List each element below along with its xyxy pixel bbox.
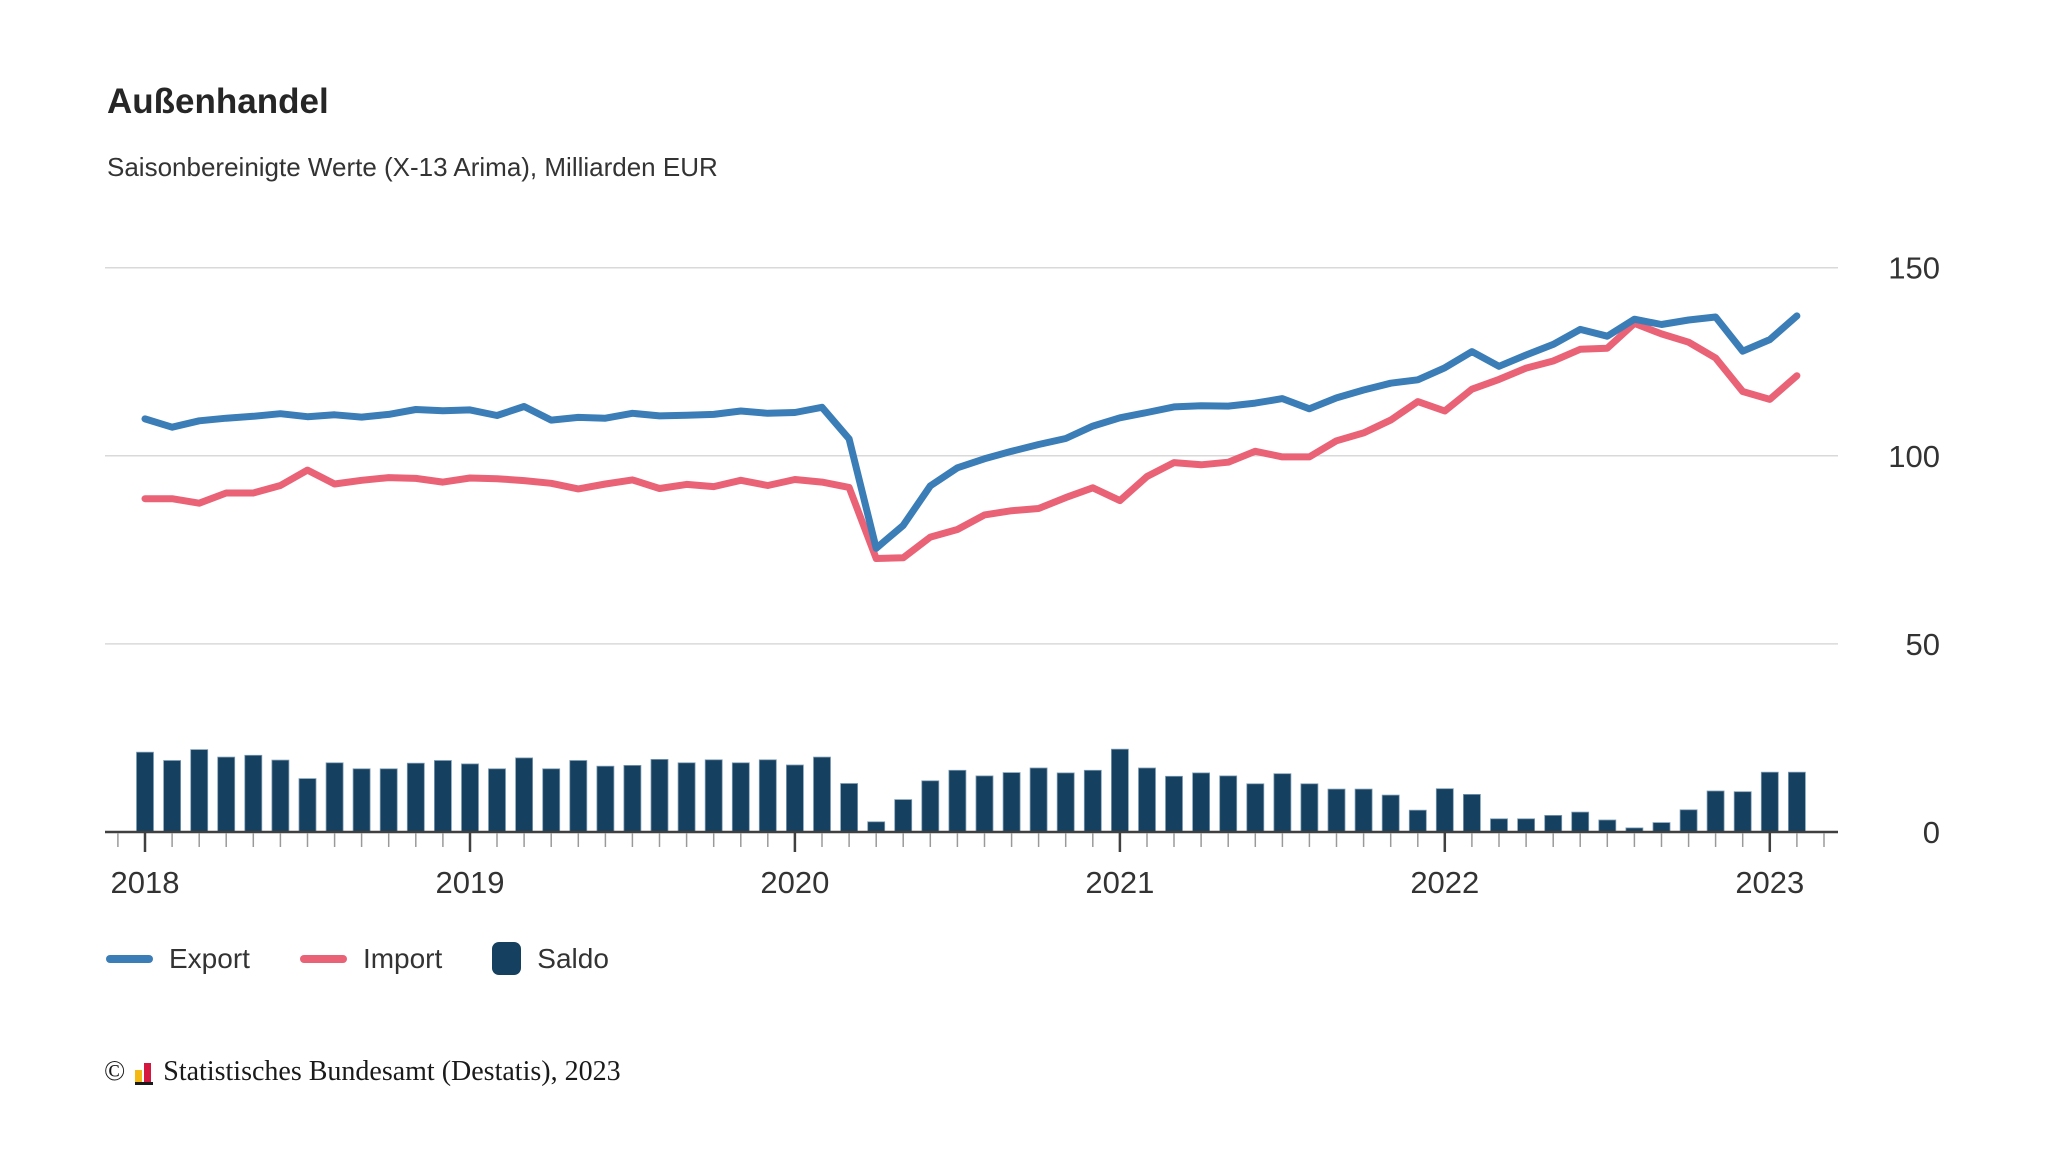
year-label-2020: 2020 bbox=[760, 865, 829, 900]
saldo-bar bbox=[948, 769, 967, 833]
import-line-swatch bbox=[299, 954, 347, 963]
saldo-bar bbox=[163, 760, 182, 833]
saldo-bar bbox=[704, 759, 723, 833]
saldo-bar bbox=[1219, 775, 1238, 833]
legend-label-saldo: Saldo bbox=[537, 942, 609, 974]
export-line bbox=[141, 312, 1801, 552]
saldo-bar bbox=[894, 799, 913, 833]
saldo-bar bbox=[1246, 783, 1265, 833]
saldo-bar bbox=[352, 768, 371, 833]
saldo-bar bbox=[433, 760, 452, 833]
saldo-bar bbox=[731, 762, 750, 833]
saldo-bar bbox=[1056, 772, 1075, 833]
saldo-bar bbox=[975, 775, 994, 833]
saldo-bar bbox=[271, 759, 290, 833]
saldo-bar bbox=[542, 768, 561, 833]
y-tick-label-50: 50 bbox=[1906, 627, 1940, 662]
saldo-bar bbox=[298, 778, 317, 833]
legend-label-import: Import bbox=[362, 942, 443, 974]
saldo-bar bbox=[1598, 819, 1617, 833]
saldo-bar bbox=[596, 765, 615, 833]
saldo-bar bbox=[813, 756, 831, 833]
saldo-bar bbox=[921, 780, 940, 833]
year-label-2019: 2019 bbox=[436, 865, 505, 900]
saldo-bar bbox=[1002, 772, 1021, 833]
saldo-bar bbox=[1490, 818, 1508, 833]
saldo-bar bbox=[1381, 794, 1400, 833]
saldo-bar bbox=[1679, 809, 1698, 833]
saldo-bar bbox=[1408, 809, 1427, 833]
saldo-bar bbox=[786, 764, 804, 833]
copyright-symbol: © bbox=[104, 1056, 126, 1087]
legend-label-export: Export bbox=[169, 942, 250, 974]
saldo-bar bbox=[488, 768, 506, 833]
saldo-bar bbox=[569, 760, 588, 833]
y-tick-label-100: 100 bbox=[1888, 439, 1940, 474]
saldo-bar bbox=[244, 754, 263, 833]
saldo-bar bbox=[840, 783, 858, 833]
saldo-bar bbox=[1733, 791, 1752, 833]
saldo-bar bbox=[1463, 794, 1481, 833]
import-line bbox=[141, 319, 1801, 562]
saldo-bar-swatch bbox=[492, 942, 522, 975]
saldo-bar bbox=[1327, 788, 1346, 833]
chart-legend: Export Import Saldo bbox=[106, 942, 659, 975]
saldo-bar bbox=[217, 756, 236, 833]
saldo-bar bbox=[867, 821, 886, 833]
export-line-swatch bbox=[106, 954, 153, 963]
year-label-2018: 2018 bbox=[111, 865, 180, 900]
saldo-bar bbox=[406, 762, 425, 833]
year-label-2022: 2022 bbox=[1410, 865, 1479, 900]
saldo-bar bbox=[1138, 767, 1156, 833]
saldo-bar bbox=[461, 763, 479, 833]
saldo-bar bbox=[515, 757, 533, 833]
saldo-bar bbox=[623, 765, 642, 833]
saldo-bar bbox=[1354, 788, 1373, 833]
saldo-bar bbox=[325, 762, 344, 833]
saldo-bar bbox=[1192, 772, 1210, 833]
saldo-bar bbox=[136, 751, 154, 833]
saldo-bar bbox=[1706, 790, 1725, 833]
saldo-bar bbox=[1111, 748, 1129, 833]
y-tick-label-150: 150 bbox=[1888, 251, 1940, 286]
saldo-bar bbox=[1571, 811, 1590, 833]
legend-item-export: Export bbox=[106, 943, 250, 975]
saldo-bar bbox=[1083, 769, 1102, 833]
chart-title: Außenhandel bbox=[107, 82, 329, 121]
legend-item-import: Import bbox=[299, 942, 443, 975]
source-attribution: © Statistisches Bundesamt (Destatis), 20… bbox=[104, 1056, 621, 1088]
saldo-bar bbox=[1517, 818, 1535, 833]
chart-subtitle: Saisonbereinigte Werte (X-13 Arima), Mil… bbox=[107, 152, 718, 182]
year-label-2023: 2023 bbox=[1735, 865, 1804, 900]
saldo-bar bbox=[1165, 775, 1183, 833]
legend-item-saldo: Saldo bbox=[492, 942, 609, 975]
saldo-bar bbox=[1544, 815, 1563, 833]
saldo-bar bbox=[1273, 773, 1292, 833]
source-text: Statistisches Bundesamt (Destatis), 2023 bbox=[163, 1056, 621, 1087]
y-tick-label-0: 0 bbox=[1923, 815, 1940, 850]
saldo-bar bbox=[379, 768, 398, 833]
saldo-bar bbox=[190, 749, 209, 833]
destatis-logo-icon bbox=[135, 1060, 154, 1085]
saldo-bar bbox=[1788, 771, 1806, 833]
saldo-bar bbox=[1652, 822, 1671, 833]
saldo-bar bbox=[1300, 783, 1319, 833]
year-label-2021: 2021 bbox=[1085, 865, 1154, 900]
saldo-bar bbox=[677, 762, 696, 833]
saldo-bar bbox=[1760, 771, 1779, 833]
saldo-bar bbox=[650, 759, 669, 833]
saldo-bar bbox=[1435, 788, 1454, 833]
saldo-bar bbox=[758, 759, 777, 833]
saldo-bar bbox=[1029, 767, 1048, 833]
